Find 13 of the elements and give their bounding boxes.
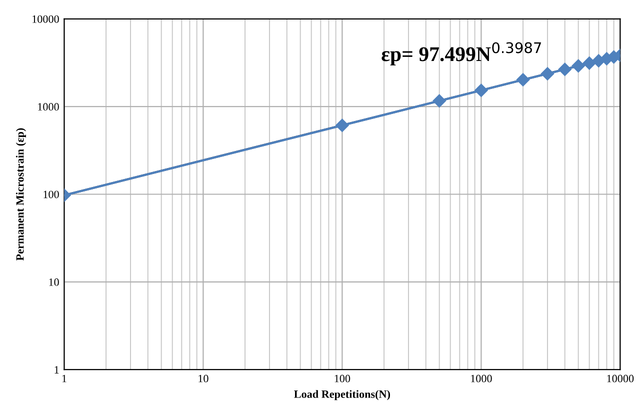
x-tick-label: 10000 (607, 374, 634, 382)
x-tick-label: 100 (334, 374, 350, 382)
y-tick-label: 1 (54, 366, 59, 374)
annotation: εp= 97.499N$^{0.3987}$ (382, 42, 541, 66)
y-tick-label: 10000 (32, 15, 59, 23)
y-tick-label: 100 (44, 190, 59, 198)
x-tick-label: 1 (62, 374, 66, 382)
y-tick-label: 1000 (38, 103, 59, 111)
y-tick-label: 10 (49, 278, 59, 286)
x-axis-title: Load Repetitions(N) (294, 390, 390, 400)
x-tick-label: 1000 (471, 374, 492, 382)
y-axis-title: Permanent Microstrain (εp) (16, 128, 26, 261)
x-tick-label: 10 (198, 374, 208, 382)
